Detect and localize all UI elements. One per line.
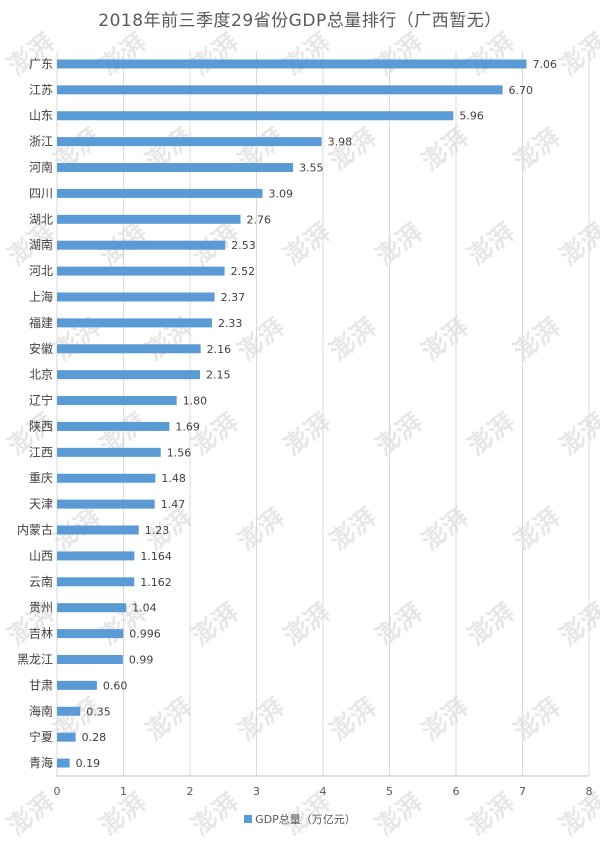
data-label: 3.98 <box>328 136 353 149</box>
bar <box>57 732 76 742</box>
category-label: 浙江 <box>29 135 53 149</box>
data-label: 1.69 <box>175 420 200 433</box>
data-label: 0.60 <box>103 679 128 692</box>
data-label: 0.28 <box>82 731 107 744</box>
data-label: 2.76 <box>247 213 271 226</box>
bar <box>57 266 225 276</box>
category-label: 河南 <box>29 160 53 175</box>
bar <box>57 577 135 587</box>
category-label: 天津 <box>29 497 53 511</box>
data-label: 0.19 <box>76 757 101 770</box>
category-label: 湖南 <box>29 237 53 252</box>
bar <box>57 629 124 639</box>
data-label: 6.70 <box>509 84 534 97</box>
category-label: 云南 <box>29 574 53 589</box>
category-label: 山东 <box>29 109 53 123</box>
data-label: 2.53 <box>231 239 256 252</box>
bar <box>57 370 200 380</box>
bar <box>57 396 177 406</box>
category-label: 上海 <box>29 289 53 304</box>
category-label: 江西 <box>29 445 53 459</box>
x-tick-label: 7 <box>519 785 526 798</box>
x-tick-label: 3 <box>253 785 260 798</box>
category-label: 宁夏 <box>29 729 53 744</box>
category-label: 青海 <box>29 755 53 770</box>
data-label: 5.96 <box>459 110 484 123</box>
x-tick-label: 2 <box>187 785 194 798</box>
x-tick-label: 5 <box>386 785 393 798</box>
data-label: 0.99 <box>129 653 154 666</box>
x-tick-label: 4 <box>320 785 327 798</box>
data-label: 1.23 <box>145 524 170 537</box>
data-label: 1.162 <box>140 576 172 589</box>
data-label: 2.16 <box>207 343 232 356</box>
data-label: 1.80 <box>183 395 208 408</box>
bar <box>57 111 454 121</box>
category-label: 广东 <box>29 57 53 71</box>
category-label: 吉林 <box>29 627 53 641</box>
bar <box>57 188 263 198</box>
x-tick-label: 6 <box>453 785 460 798</box>
bar <box>57 680 97 690</box>
data-label: 2.33 <box>218 317 243 330</box>
legend: GDP总量（万亿元） <box>0 811 600 827</box>
legend-swatch <box>244 815 253 823</box>
bar <box>57 240 226 250</box>
bar <box>57 421 170 431</box>
x-tick-label: 1 <box>120 785 127 798</box>
bar <box>57 344 201 354</box>
data-label: 1.47 <box>161 498 186 511</box>
bar <box>57 758 70 768</box>
category-label: 山西 <box>29 549 53 563</box>
bar <box>57 318 212 328</box>
category-label: 河北 <box>29 264 53 278</box>
data-label: 2.15 <box>206 369 231 382</box>
chart-title: 2018年前三季度29省份GDP总量排行（广西暂无） <box>98 11 502 31</box>
bar <box>57 654 123 664</box>
category-label: 黑龙江 <box>17 652 53 666</box>
category-label: 内蒙古 <box>17 522 53 537</box>
x-tick-label: 8 <box>586 785 593 798</box>
category-label: 北京 <box>29 368 53 382</box>
category-label: 辽宁 <box>29 393 53 408</box>
data-label: 1.56 <box>167 446 192 459</box>
data-label: 0.35 <box>86 705 111 718</box>
bar <box>57 163 294 173</box>
category-label: 安徽 <box>29 341 53 356</box>
data-label: 3.55 <box>299 162 324 175</box>
bar <box>57 137 322 147</box>
bar <box>57 551 135 561</box>
bar <box>57 525 139 535</box>
category-label: 甘肃 <box>29 678 53 692</box>
data-label: 3.09 <box>268 187 293 200</box>
bar <box>57 292 215 302</box>
data-label: 1.48 <box>161 472 186 485</box>
x-tick-label: 0 <box>54 785 61 798</box>
bar <box>57 499 155 509</box>
bar <box>57 706 81 716</box>
category-label: 重庆 <box>29 471 53 485</box>
category-label: 江苏 <box>29 83 53 97</box>
category-label: 贵州 <box>29 601 53 615</box>
bar <box>57 447 161 457</box>
bar <box>57 85 503 95</box>
category-label: 陕西 <box>29 418 53 433</box>
data-label: 2.37 <box>221 291 246 304</box>
category-label: 四川 <box>29 186 53 200</box>
category-label: 湖北 <box>29 211 53 226</box>
category-label: 福建 <box>29 315 53 330</box>
category-label: 海南 <box>29 703 53 718</box>
data-label: 1.04 <box>132 602 157 615</box>
data-label: 1.164 <box>140 550 172 563</box>
bar <box>57 59 527 69</box>
legend-label: GDP总量（万亿元） <box>255 813 356 826</box>
bar <box>57 603 127 613</box>
data-label: 2.52 <box>231 265 256 278</box>
bar <box>57 473 156 483</box>
bar <box>57 214 241 224</box>
data-label: 0.996 <box>129 628 161 641</box>
data-label: 7.06 <box>532 58 557 71</box>
